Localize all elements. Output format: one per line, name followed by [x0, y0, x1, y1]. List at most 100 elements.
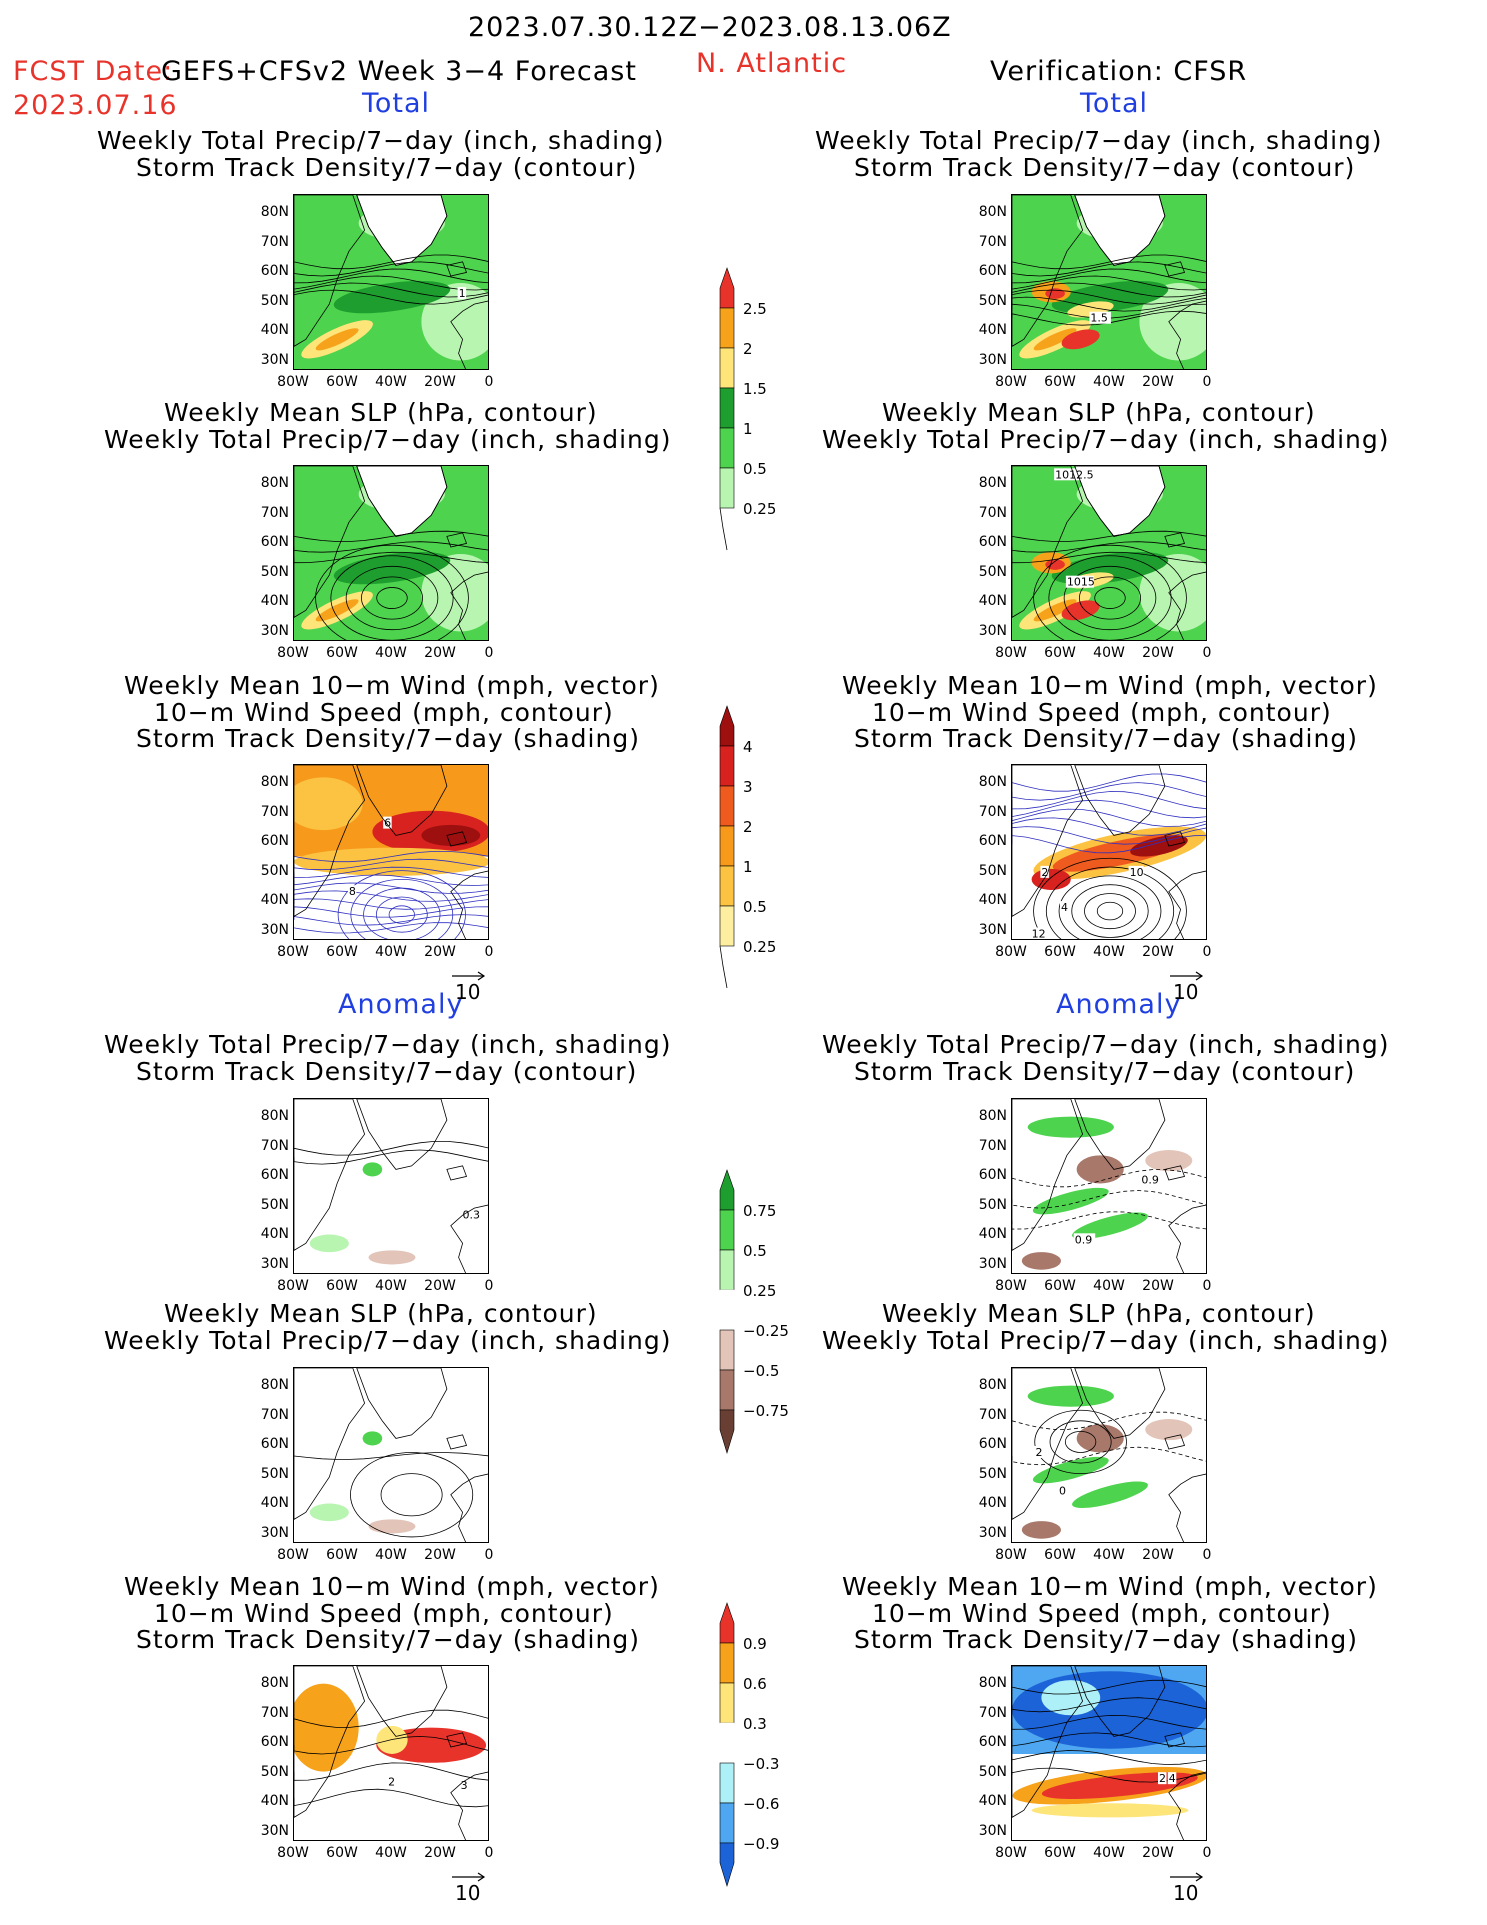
lat-tick-label: 30N	[978, 1255, 1007, 1272]
colorbar-label: 2.5	[743, 300, 767, 318]
lon-tick-label: 40W	[1093, 1278, 1125, 1294]
colorbar-label: −0.5	[743, 1362, 780, 1380]
lat-tick-label: 80N	[260, 475, 289, 491]
panel-title: Weekly Mean 10−m Wind (mph, vector)	[842, 671, 1378, 700]
lat-tick-label: 40N	[260, 892, 289, 908]
model-title: GEFS+CFSv2 Week 3−4 Forecast	[161, 56, 637, 87]
contour-label: 8	[347, 885, 357, 898]
colorbar-label: −0.3	[743, 1755, 780, 1773]
colorbar-label: 0.25	[743, 938, 777, 956]
panel-title: Storm Track Density/7−day (contour)	[136, 153, 638, 182]
colorbar-label: −0.9	[743, 1835, 780, 1853]
lat-tick-label: 60N	[260, 534, 289, 550]
map-plot: 0.3	[293, 1098, 489, 1274]
lon-tick-label: 80W	[995, 1547, 1027, 1563]
lat-tick-label: 50N	[260, 1465, 289, 1482]
colorbar-label: 0.25	[743, 500, 777, 518]
lon-tick-label: 20W	[424, 944, 456, 960]
map-plot: 68	[293, 764, 489, 940]
lon-tick-label: 60W	[1044, 1845, 1076, 1861]
panel-title: Storm Track Density/7−day (shading)	[854, 1625, 1358, 1654]
panel-title: Weekly Total Precip/7−day (inch, shading…	[815, 126, 1383, 155]
colorbar-label: 0.3	[743, 1715, 767, 1733]
lat-tick-label: 80N	[978, 774, 1007, 790]
contour-label: 4	[1167, 1772, 1177, 1785]
map-panel-slp-forecast: 80N 70N 60N 50N 40N 30N 80W 60W 40W 20W 0	[261, 465, 493, 661]
section-anomaly-left: Anomaly	[338, 989, 464, 1020]
lon-tick-label: 20W	[424, 1845, 456, 1861]
lon-tick-label: 80W	[995, 374, 1027, 390]
map-plot: 1012.5 1015	[1011, 465, 1207, 641]
lat-tick-label: 60N	[978, 833, 1007, 849]
lon-tick-label: 40W	[375, 374, 407, 390]
lat-tick-label: 40N	[260, 1226, 289, 1242]
panel-title: Weekly Total Precip/7−day (inch, shading…	[104, 425, 672, 454]
colorbar-label: 0.5	[743, 460, 767, 478]
verification-title: Verification: CFSR	[990, 56, 1248, 87]
lat-tick-label: 70N	[978, 1704, 1007, 1721]
contour-label: 1012.5	[1054, 468, 1096, 481]
contour-label: 1015	[1065, 575, 1095, 589]
lat-tick-label: 60N	[260, 1734, 289, 1750]
lat-tick-label: 60N	[978, 1734, 1007, 1750]
lat-tick-label: 80N	[978, 1377, 1007, 1393]
lon-tick-label: 0	[484, 374, 494, 390]
lon-tick-label: 60W	[1044, 1547, 1076, 1563]
lat-tick-label: 40N	[978, 1495, 1007, 1511]
lat-tick-label: 60N	[260, 833, 289, 849]
lon-tick-label: 60W	[326, 1547, 358, 1563]
vector-ref-value: 10	[455, 1881, 481, 1905]
lat-tick-label: 70N	[260, 1704, 289, 1721]
lon-tick-label: 40W	[1093, 1845, 1125, 1861]
lat-tick-label: 40N	[978, 1793, 1007, 1809]
lat-tick-label: 40N	[978, 892, 1007, 908]
lat-tick-label: 40N	[260, 593, 289, 609]
lon-tick-label: 80W	[277, 1547, 309, 1563]
contour-label: 10	[1128, 865, 1144, 879]
contour-label: 0.9	[1140, 1173, 1162, 1186]
vector-ref-arrow	[1170, 971, 1204, 981]
section-total-right: Total	[1080, 88, 1149, 119]
lat-tick-label: 60N	[260, 1167, 289, 1183]
lon-tick-label: 0	[484, 645, 494, 661]
lat-tick-label: 80N	[978, 475, 1007, 491]
lat-tick-label: 40N	[260, 1495, 289, 1511]
lon-tick-label: 80W	[995, 1845, 1027, 1861]
colorbar-label: 2	[743, 818, 753, 836]
lon-tick-label: 40W	[1093, 944, 1125, 960]
lon-tick-label: 40W	[1093, 1547, 1125, 1563]
lat-tick-label: 30N	[978, 622, 1007, 639]
colorbar-label: −0.25	[743, 1322, 789, 1340]
lon-tick-label: 0	[1202, 1278, 1212, 1294]
colorbar-label: −0.75	[743, 1402, 789, 1420]
lat-tick-label: 30N	[260, 351, 289, 368]
panel-title: Weekly Total Precip/7−day (inch, shading…	[822, 1326, 1390, 1355]
panel-title: Storm Track Density/7−day (contour)	[854, 1057, 1356, 1086]
svg-text:0.9: 0.9	[1075, 1233, 1093, 1246]
lon-tick-label: 60W	[1044, 645, 1076, 661]
map-plot: 1.5	[1011, 194, 1207, 370]
lat-tick-label: 80N	[260, 204, 289, 220]
map-panel-wind-verification: 2 4 10 12 80N 70N 60N 50N 40N 30N 80W 60W 40W 20W 0	[979, 764, 1211, 960]
map-plot	[293, 1367, 489, 1543]
map-panel-aprecip-verification: 0.9 0.9 80N 70N 60N 50N 40N 30N 80W 60W 40W 20W 0	[979, 1098, 1211, 1294]
svg-text:6: 6	[384, 817, 391, 830]
colorbar-storm-anomaly	[719, 1602, 735, 1888]
vector-ref-value: 10	[1173, 980, 1199, 1004]
panel-title: Weekly Total Precip/7−day (inch, shading…	[822, 425, 1390, 454]
contour-label: 3	[459, 1779, 469, 1792]
lat-tick-label: 70N	[978, 1406, 1007, 1423]
lon-tick-label: 20W	[424, 645, 456, 661]
map-panel-aslp-forecast: 80N 70N 60N 50N 40N 30N 80W 60W 40W 20W 0	[261, 1367, 493, 1563]
lat-tick-label: 50N	[978, 563, 1007, 580]
lat-tick-label: 60N	[978, 534, 1007, 550]
lon-tick-label: 60W	[1044, 944, 1076, 960]
vector-ref-value: 10	[1173, 1881, 1199, 1905]
lat-tick-label: 70N	[260, 1137, 289, 1154]
contour-label: 2	[1034, 1446, 1044, 1459]
map-panel-slp-verification: 1012.5 1015 80N 70N 60N 50N 40N 30N 80W 60W 40W 20W…	[979, 465, 1211, 661]
lat-tick-label: 70N	[260, 803, 289, 820]
svg-text:0.3: 0.3	[463, 1209, 481, 1222]
panel-title: Weekly Mean SLP (hPa, contour)	[882, 398, 1316, 427]
lat-tick-label: 40N	[978, 1226, 1007, 1242]
